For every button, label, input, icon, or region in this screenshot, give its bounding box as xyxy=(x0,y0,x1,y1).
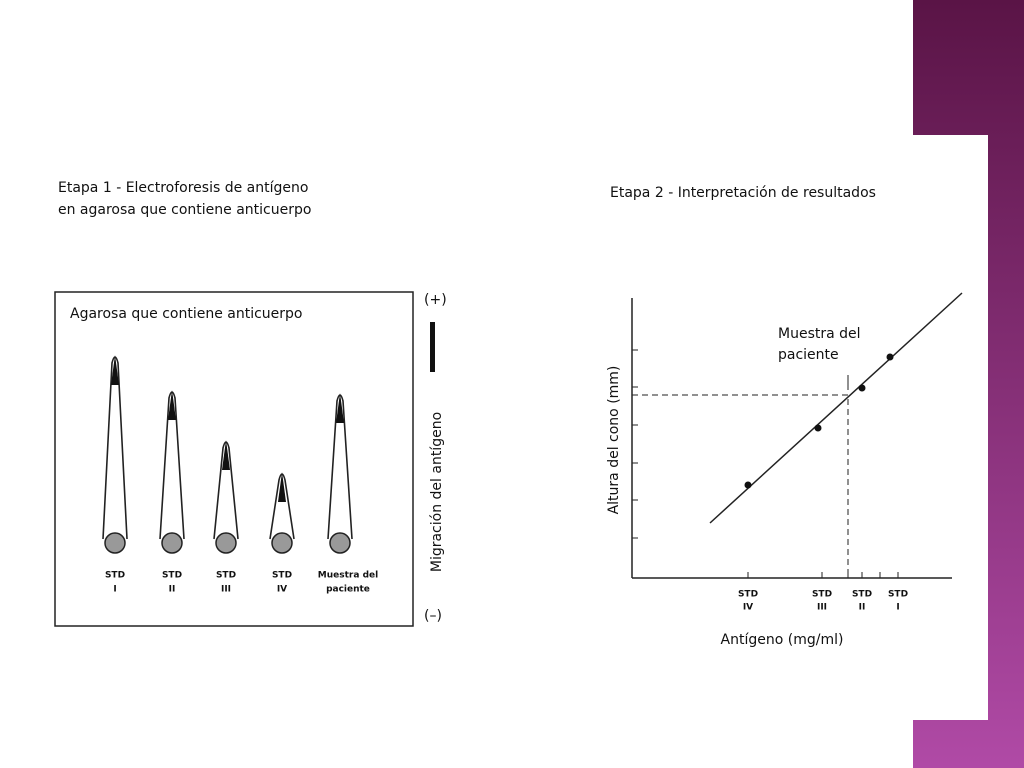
migration-arrow xyxy=(430,322,435,372)
point xyxy=(744,481,752,489)
x-tick-label: STD xyxy=(738,590,758,600)
step2-title: Etapa 2 - Interpretación de resultados xyxy=(610,185,876,201)
step1-title: Etapa 1 - Electroforesis de antígeno xyxy=(58,180,308,196)
well-label: I xyxy=(113,585,116,595)
well-label: Muestra del xyxy=(318,571,378,581)
gel-label: Agarosa que contiene anticuerpo xyxy=(70,306,303,322)
anode: (+) xyxy=(424,292,447,308)
x-tick-label: IV xyxy=(743,603,753,613)
annotation: Muestra del xyxy=(778,326,861,342)
cathode: (–) xyxy=(424,608,442,624)
cone-tip xyxy=(111,355,119,385)
cone-tip xyxy=(168,390,176,420)
y-axis-label: Altura del cono (mm) xyxy=(606,366,622,515)
standard-curve xyxy=(709,292,963,524)
point xyxy=(886,353,894,361)
cone-tip xyxy=(336,393,344,423)
wells: STD I STD II STD III STD IV Muestra del paciente xyxy=(102,355,378,595)
x-tick-label: STD xyxy=(888,590,908,600)
figure-panel xyxy=(0,135,988,720)
points xyxy=(744,353,894,489)
cone-tip xyxy=(278,472,286,502)
well xyxy=(215,532,237,554)
well-label: paciente xyxy=(326,585,370,595)
well-label: STD xyxy=(105,571,125,581)
x-tick-label: STD xyxy=(812,590,832,600)
well-label: IV xyxy=(277,585,287,595)
gel-box xyxy=(54,291,414,627)
x-tick-label: STD xyxy=(852,590,872,600)
well-label: STD xyxy=(162,571,182,581)
well-label: II xyxy=(169,585,176,595)
point xyxy=(858,384,866,392)
well xyxy=(104,532,126,554)
well xyxy=(329,532,351,554)
x-tick-label: I xyxy=(896,603,899,613)
migration-label: Migración del antígeno xyxy=(429,412,445,572)
well xyxy=(271,532,293,554)
x-tick-labels: STD IV STD III STD II STD I xyxy=(738,590,908,613)
well-label: III xyxy=(221,585,231,595)
plot xyxy=(631,292,963,579)
step1-title: en agarosa que contiene anticuerpo xyxy=(58,202,311,218)
x-tick-label: II xyxy=(859,603,866,613)
annotation: paciente xyxy=(778,347,839,363)
well xyxy=(161,532,183,554)
point xyxy=(814,424,822,432)
cone-tip xyxy=(222,440,230,470)
reading-lines xyxy=(632,394,849,578)
x-axis-label: Antígeno (mg/ml) xyxy=(721,632,844,648)
well-label: STD xyxy=(216,571,236,581)
x-tick-label: III xyxy=(817,603,827,613)
well-label: STD xyxy=(272,571,292,581)
